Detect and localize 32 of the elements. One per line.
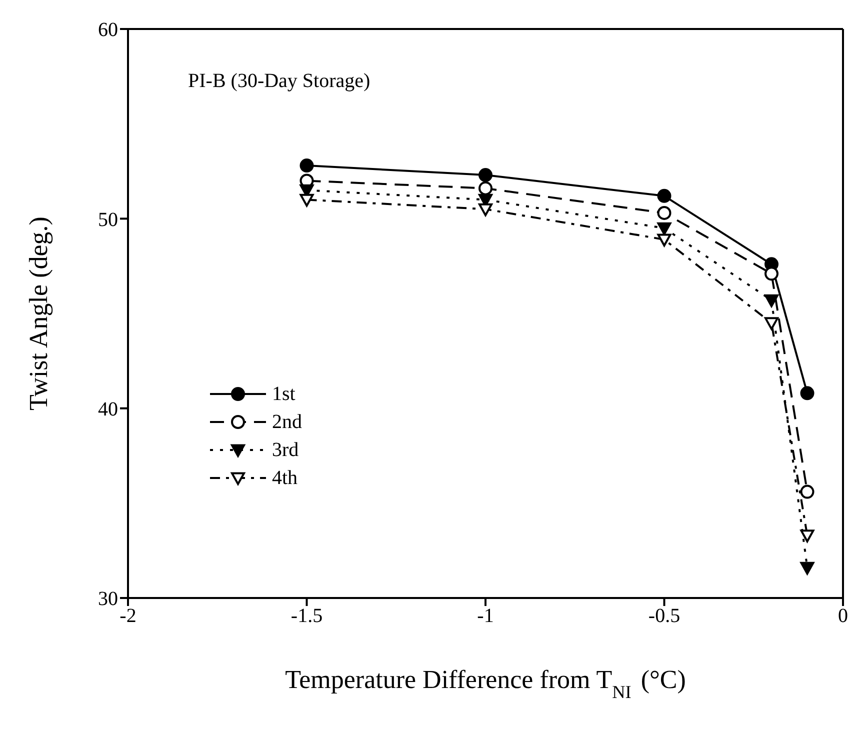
annotation: PI-B (30-Day Storage) bbox=[188, 70, 370, 93]
y-tick-label: 50 bbox=[98, 208, 118, 231]
legend-label: 1st bbox=[272, 382, 296, 406]
y-tick-label: 40 bbox=[98, 398, 118, 420]
legend-label: 4th bbox=[272, 466, 298, 490]
point bbox=[657, 188, 672, 203]
x-tick-label: -1.5 bbox=[290, 605, 323, 628]
x-axis-title: Temperature Difference from T$_{NI}$ (°C) bbox=[285, 665, 686, 702]
y-tick-label: 30 bbox=[98, 588, 118, 610]
point bbox=[300, 158, 314, 173]
point bbox=[764, 294, 778, 308]
point bbox=[800, 484, 814, 499]
y-tick-label: 60 bbox=[98, 19, 118, 42]
point bbox=[800, 386, 814, 400]
legend-label: 3rd bbox=[272, 438, 299, 462]
x-tick-label: -1 bbox=[477, 605, 494, 628]
point bbox=[764, 266, 778, 281]
point bbox=[800, 530, 814, 542]
x-tick-label: -0.5 bbox=[648, 605, 680, 628]
y-axis-title: Twist Angle (deg.) bbox=[24, 216, 54, 410]
point bbox=[657, 206, 672, 220]
point bbox=[657, 234, 672, 247]
point bbox=[478, 168, 492, 182]
point bbox=[657, 222, 672, 236]
point bbox=[764, 317, 778, 330]
point bbox=[300, 194, 314, 207]
point bbox=[478, 181, 492, 196]
point bbox=[478, 203, 492, 216]
legend-label: 2nd bbox=[272, 410, 302, 434]
x-tick-label: -2 bbox=[120, 605, 136, 628]
x-tick-label: 0 bbox=[838, 605, 848, 628]
point bbox=[800, 562, 814, 575]
